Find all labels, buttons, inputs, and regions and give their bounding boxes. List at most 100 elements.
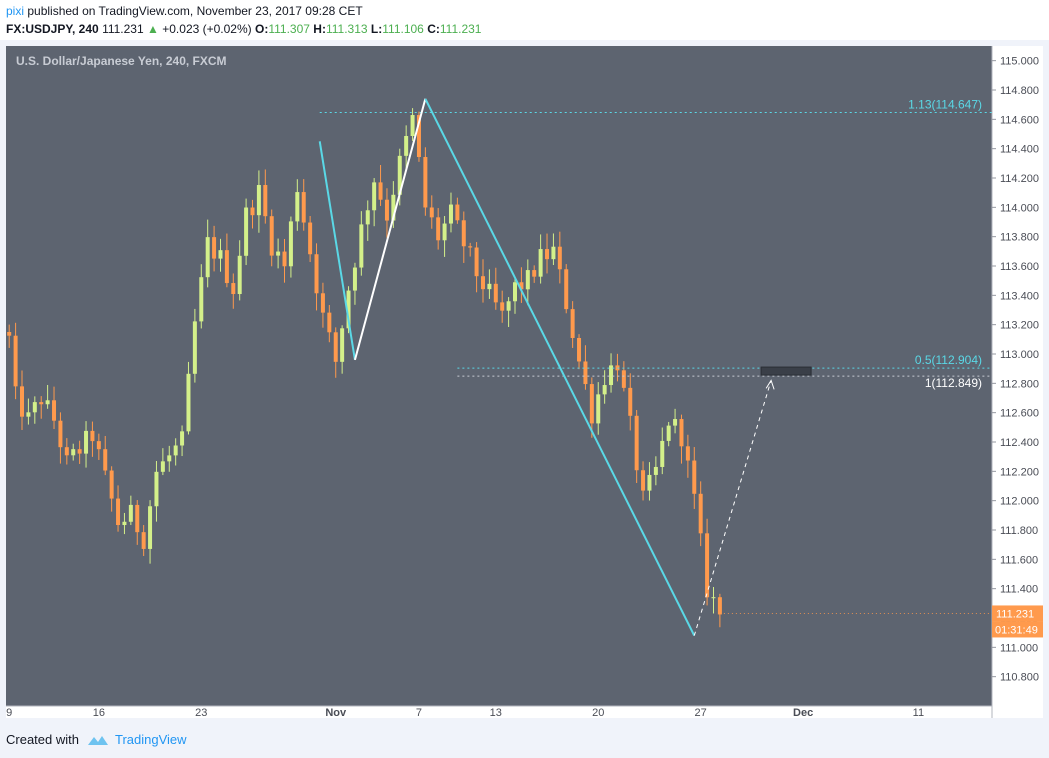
high-label: H: — [313, 22, 326, 36]
candle-body — [596, 394, 601, 424]
candle-body — [7, 332, 12, 336]
candle-body — [519, 282, 524, 290]
candle-body — [154, 471, 159, 507]
candle-body — [692, 460, 697, 494]
low-label: L: — [370, 22, 383, 36]
last-price-tag-label: 111.231 — [996, 608, 1034, 620]
candle-body — [474, 247, 479, 277]
candle-body — [410, 115, 415, 136]
candle-body — [160, 461, 165, 472]
candle-body — [263, 185, 268, 217]
candle-body — [500, 302, 505, 311]
x-tick-label: 11 — [913, 707, 924, 718]
y-tick-label: 111.600 — [1000, 554, 1038, 566]
y-tick-label: 115.000 — [1000, 56, 1039, 68]
candle-body — [391, 194, 396, 221]
fib-level-label: 0.5(112.904) — [915, 353, 982, 367]
countdown-tag-label: 01:31:49 — [995, 624, 1038, 636]
y-tick-label: 114.800 — [1000, 85, 1039, 97]
candle-body — [416, 115, 421, 158]
header: pixi published on TradingView.com, Novem… — [0, 0, 1049, 40]
candle-body — [404, 135, 409, 156]
close-value: 111.231 — [439, 22, 482, 36]
candle-body — [717, 597, 722, 615]
price-change: +0.023 (+0.02%) — [162, 22, 252, 36]
y-tick-label: 111.000 — [1000, 642, 1038, 654]
candle-body — [224, 250, 229, 284]
candle-body — [641, 470, 646, 491]
candle-body — [250, 207, 255, 216]
candle-body — [199, 277, 204, 322]
footer: Created with TradingView — [6, 732, 187, 747]
candle-body — [231, 283, 236, 295]
candle-body — [244, 207, 249, 256]
tradingview-link[interactable]: TradingView — [114, 732, 187, 747]
candle-body — [448, 204, 453, 224]
candle-body — [455, 204, 460, 221]
y-tick-label: 111.800 — [1000, 525, 1038, 537]
candle-body — [378, 182, 383, 200]
candle-body — [557, 246, 562, 270]
wave-leg-c — [424, 98, 696, 637]
y-tick-label: 112.800 — [1000, 378, 1039, 390]
quote-line: FX:USDJPY, 240 111.231 ▲ +0.023 (+0.02%)… — [6, 22, 481, 36]
x-tick-label: Dec — [793, 707, 813, 718]
candle-body — [58, 420, 63, 448]
candle-body — [237, 255, 242, 295]
last-price-tag — [992, 605, 1043, 622]
y-tick-label: 114.200 — [1000, 173, 1039, 185]
y-tick-label: 113.600 — [1000, 261, 1039, 273]
candle-body — [384, 199, 389, 221]
candle-body — [39, 402, 44, 405]
candle-body — [122, 521, 127, 526]
candle-body — [186, 373, 191, 432]
candle-body — [340, 328, 345, 362]
x-tick-label: 7 — [416, 707, 422, 718]
time-axis-panel — [6, 706, 992, 718]
candle-body — [442, 223, 447, 241]
candle-body — [647, 474, 652, 491]
projection-arrowhead — [765, 379, 775, 390]
candle-body — [589, 384, 594, 424]
candle-body — [705, 533, 710, 598]
candle-body — [653, 466, 658, 475]
candle-body — [32, 402, 37, 413]
candle-body — [327, 312, 332, 333]
last-price: 111.231 — [102, 22, 144, 36]
price-chart[interactable]: 115.000 114.800 114.600 114.400 114.200 114.0… — [6, 46, 1043, 718]
candle-body — [634, 415, 639, 471]
candle-body — [621, 370, 626, 388]
candle-body — [372, 182, 377, 211]
candle-body — [90, 430, 95, 442]
x-tick-label: 9 — [6, 707, 12, 718]
candle-body — [602, 385, 607, 395]
close-label: C: — [427, 22, 440, 36]
candle-body — [352, 267, 357, 291]
candle-body — [84, 430, 89, 454]
candle-body — [308, 222, 313, 255]
candle-body — [609, 365, 614, 386]
candle-body — [513, 282, 518, 302]
candle-body — [288, 221, 293, 267]
candle-body — [103, 449, 108, 471]
candle-body — [192, 321, 197, 374]
candle-body — [545, 249, 550, 260]
x-tick-label: 16 — [93, 707, 105, 718]
candle-body — [109, 470, 114, 499]
chart-area[interactable]: 115.000 114.800 114.600 114.400 114.200 114.0… — [6, 46, 1043, 718]
candle-body — [365, 210, 370, 225]
y-tick-label: 113.400 — [1000, 290, 1039, 302]
countdown-tag — [992, 621, 1043, 638]
x-tick-label: 23 — [195, 707, 207, 718]
x-tick-label: Nov — [325, 707, 347, 718]
candle-body — [436, 217, 441, 241]
candle-body — [461, 220, 466, 247]
candle-body — [256, 185, 261, 216]
tradingview-logo-icon[interactable] — [87, 734, 109, 746]
candle-body — [679, 419, 684, 447]
publisher-link[interactable]: pixi — [6, 4, 25, 18]
y-tick-label: 114.000 — [1000, 202, 1039, 214]
candle-body — [173, 445, 178, 456]
candle-body — [212, 237, 217, 259]
candle-body — [71, 449, 76, 456]
